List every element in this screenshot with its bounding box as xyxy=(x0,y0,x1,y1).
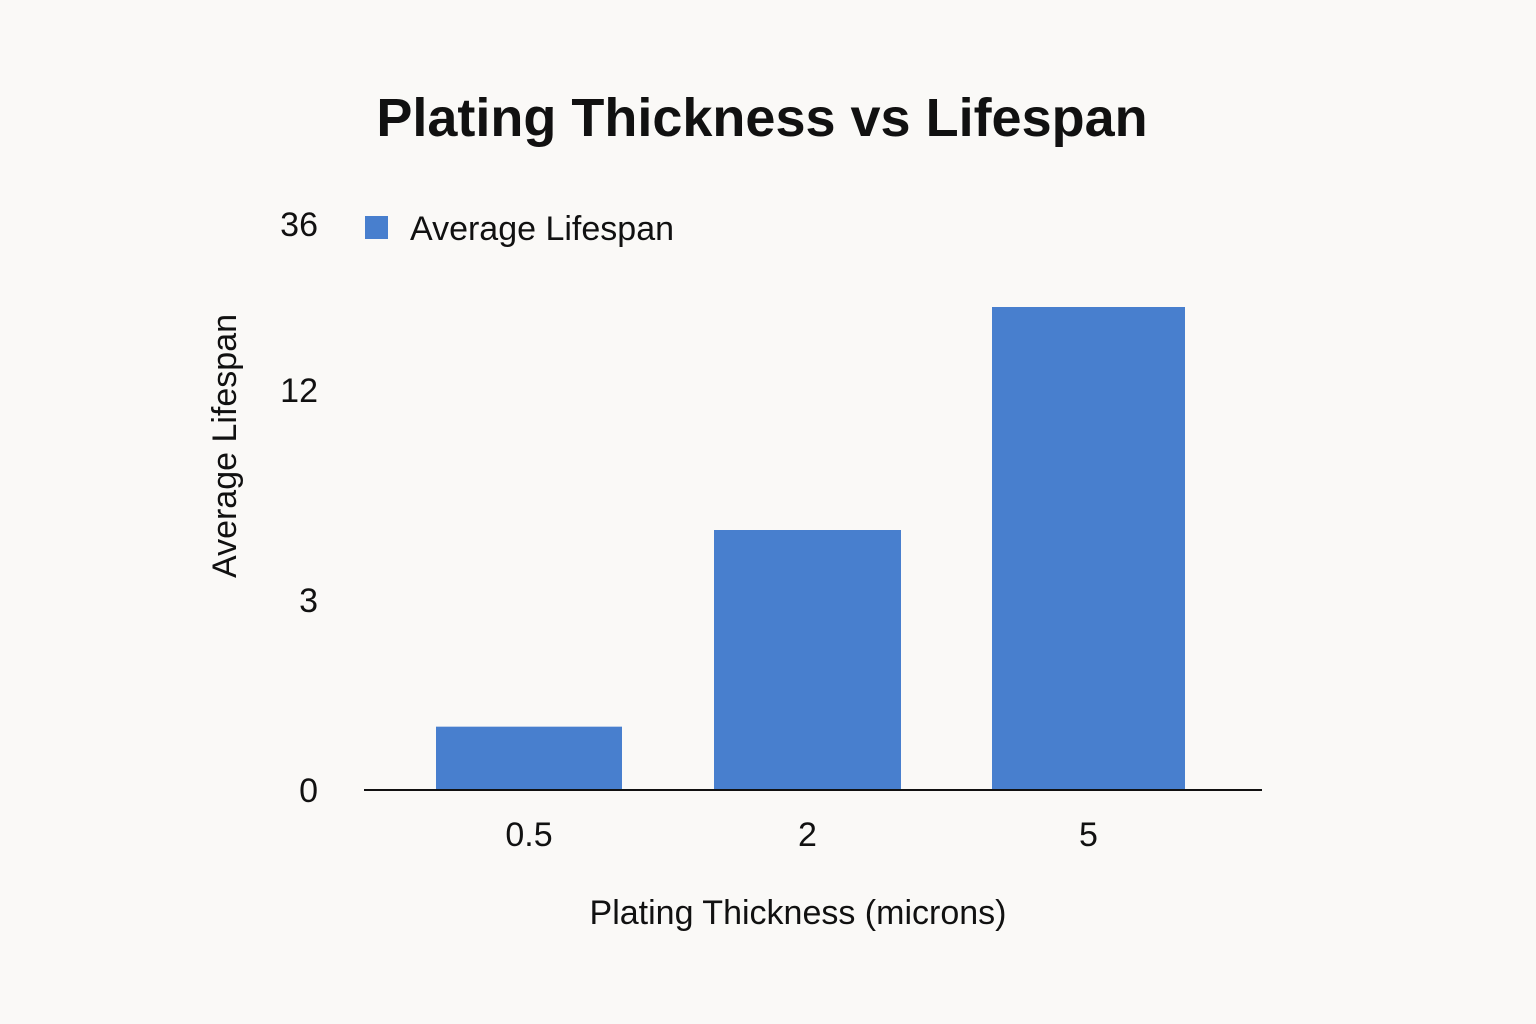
x-tick-label: 2 xyxy=(798,816,817,854)
y-axis-label: Average Lifespan xyxy=(206,314,244,578)
bar xyxy=(436,726,622,790)
legend-label: Average Lifespan xyxy=(410,210,674,248)
chart-title: Plating Thickness vs Lifespan xyxy=(376,88,1147,148)
x-tick-label: 5 xyxy=(1079,816,1098,854)
x-tick-labels: 0.5 2 5 xyxy=(505,816,1098,854)
legend: Average Lifespan xyxy=(365,210,674,248)
x-axis-label: Plating Thickness (microns) xyxy=(590,894,1007,932)
legend-swatch xyxy=(365,216,388,239)
y-tick-label: 36 xyxy=(280,206,318,244)
y-tick-label: 3 xyxy=(299,582,318,620)
y-tick-label: 0 xyxy=(299,772,318,810)
bar xyxy=(714,530,901,790)
y-tick-label: 12 xyxy=(280,372,318,410)
bar xyxy=(992,307,1185,790)
bars xyxy=(436,307,1185,790)
x-tick-label: 0.5 xyxy=(505,816,552,854)
y-tick-labels: 0 3 12 36 xyxy=(280,206,318,810)
